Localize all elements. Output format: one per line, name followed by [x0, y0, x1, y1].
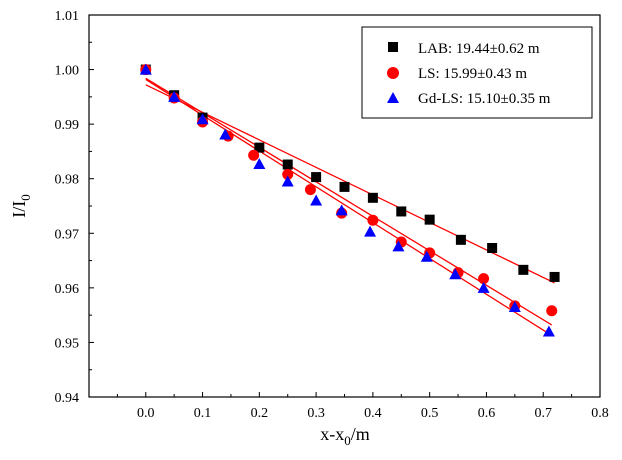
legend: LAB: 19.44±0.62 m LS: 15.99±0.43 m Gd-LS…: [361, 26, 593, 119]
y-tick-label: 0.96: [55, 282, 80, 297]
data-point-square: [396, 206, 407, 217]
data-point-square: [367, 192, 378, 203]
data-point-triangle: [508, 300, 521, 312]
data-point-triangle: [310, 194, 323, 206]
data-point-circle: [304, 184, 316, 196]
data-point-circle: [248, 149, 260, 161]
data-point-triangle: [253, 157, 266, 169]
data-point-square: [311, 172, 322, 183]
data-point-triangle: [219, 128, 232, 140]
y-tick-label: 0.94: [55, 391, 80, 406]
data-point-triangle: [196, 113, 209, 125]
y-tick-label: 0.97: [55, 227, 80, 242]
x-tick-label: 0.8: [591, 406, 609, 421]
data-point-circle: [546, 305, 558, 317]
y-tick-label: 1.00: [55, 64, 80, 79]
data-point-square: [424, 214, 435, 225]
data-point-square: [282, 159, 293, 170]
legend-marker-gdls: [387, 92, 399, 103]
data-point-square: [455, 234, 466, 245]
data-points: [139, 63, 560, 337]
x-tick-label: 0.4: [364, 406, 382, 421]
x-tick-label: 0.3: [307, 406, 325, 421]
y-axis-label: I/I0: [9, 194, 33, 218]
data-point-triangle: [335, 204, 348, 216]
data-point-square: [487, 243, 498, 254]
x-tick-label: 0.0: [137, 406, 155, 421]
x-tick-label: 0.6: [478, 406, 496, 421]
data-point-triangle: [139, 63, 152, 75]
x-tick-label: 0.5: [421, 406, 439, 421]
data-point-circle: [367, 214, 379, 226]
x-tick-label: 0.7: [534, 406, 552, 421]
data-point-triangle: [477, 281, 490, 293]
data-point-triangle: [542, 325, 555, 337]
data-point-circle: [478, 273, 490, 285]
data-point-square: [339, 181, 350, 192]
data-point-square: [254, 142, 265, 153]
y-tick-label: 0.95: [55, 336, 80, 351]
data-point-triangle: [364, 225, 377, 237]
legend-label-gdls: Gd-LS: 15.10±0.35 m: [418, 91, 551, 107]
legend-marker-ls: [387, 67, 399, 79]
x-tick-label: 0.2: [251, 406, 269, 421]
data-point-triangle: [168, 90, 181, 102]
data-point-triangle: [449, 268, 462, 280]
data-point-triangle: [420, 250, 433, 262]
x-axis-label: x-x0/m: [320, 424, 370, 448]
data-point-triangle: [392, 240, 405, 252]
legend-label-ls: LS: 15.99±0.43 m: [418, 66, 527, 82]
legend-label-lab: LAB: 19.44±0.62 m: [418, 41, 540, 57]
legend-box: [361, 26, 593, 119]
data-point-square: [549, 271, 560, 282]
axis-ticks: 0.0 0.1 0.2 0.3 0.4 0.5 0.6 0.7 0.8 0.94 0.95 0.96 0…: [55, 9, 609, 421]
y-tick-label: 0.98: [55, 173, 80, 188]
y-tick-label: 0.99: [55, 118, 80, 133]
data-point-square: [518, 264, 529, 275]
y-tick-label: 1.01: [55, 9, 80, 24]
fit-line: [145, 84, 555, 284]
data-point-triangle: [281, 175, 294, 187]
data-point-circle: [282, 168, 294, 180]
legend-marker-lab: [388, 42, 398, 52]
x-tick-label: 0.1: [194, 406, 212, 421]
